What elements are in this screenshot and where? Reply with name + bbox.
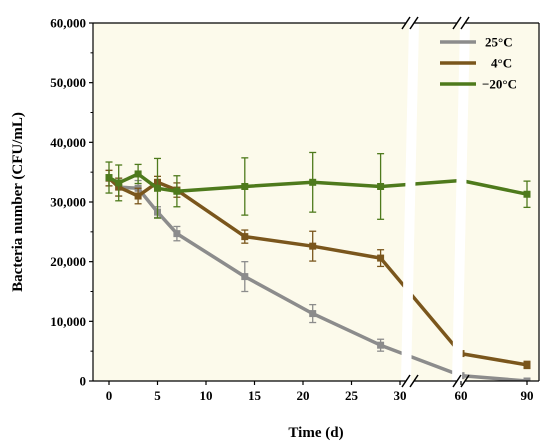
series-2-point-5 — [154, 184, 161, 192]
y-tick-label-4: 40,000 — [50, 135, 86, 150]
series-2-point-0 — [105, 174, 113, 182]
series-1-point-28 — [377, 254, 385, 262]
y-axis-title: Bacteria number (CFU/mL) — [10, 112, 26, 292]
x-tick-label-6: 30 — [394, 388, 407, 403]
series-1-point-21 — [309, 242, 317, 250]
series-1-segment-60-90 — [459, 351, 529, 367]
legend-entry-1: 4°C — [440, 56, 512, 71]
x-tick-label-8: 90 — [521, 388, 534, 403]
axis-break-mark-1-bottom — [401, 374, 419, 388]
y-tick-label-6: 60,000 — [50, 16, 86, 31]
legend-entry-0: 25°C — [440, 35, 513, 50]
axis-break-mark-1-top — [401, 16, 419, 30]
series-2-segment-28-60 — [378, 178, 463, 189]
series-0-point-28 — [377, 341, 385, 349]
axis-break-mark-2-top — [452, 16, 470, 30]
series-2-point-28 — [377, 182, 385, 190]
legend-entry-2: −20°C — [440, 77, 517, 92]
axis-break-gap-2 — [452, 23, 470, 381]
axis-break-gap-1 — [401, 23, 419, 381]
y-tick-label-3: 30,000 — [50, 195, 86, 210]
series-2-point-90 — [523, 190, 531, 198]
x-tick-label-1: 5 — [154, 388, 161, 403]
series-2-point-14 — [241, 182, 249, 190]
series-1-point-3 — [134, 192, 142, 200]
x-axis-title: Time (d) — [288, 425, 343, 441]
series-2-point-1 — [115, 179, 123, 187]
y-tick-label-2: 20,000 — [50, 254, 86, 269]
x-tick-label-7: 60 — [455, 388, 468, 403]
y-tick-label-0: 0 — [80, 374, 87, 389]
axis-break-mark-2-bottom — [452, 374, 470, 388]
series-0-point-90 — [523, 377, 531, 381]
x-tick-label-3: 15 — [248, 388, 262, 403]
x-tick-label-5: 25 — [345, 388, 359, 403]
plot-background — [93, 23, 539, 381]
legend-label-0: 25°C — [485, 35, 513, 50]
legend-label-1: 4°C — [491, 56, 512, 71]
y-tick-label-5: 50,000 — [50, 75, 86, 90]
x-tick-label-4: 20 — [297, 388, 310, 403]
series-0-segment-28-60 — [378, 343, 463, 378]
x-tick-label-2: 10 — [200, 388, 213, 403]
series-2-point-3 — [134, 170, 142, 178]
legend-label-2: −20°C — [482, 77, 517, 92]
series-1-segment-28-60 — [378, 256, 463, 356]
series-0-point-21 — [309, 310, 317, 318]
series-0-point-7 — [173, 230, 181, 238]
series-2-segment-60-90 — [459, 178, 529, 196]
series-0-segment-60-90 — [459, 373, 529, 381]
series-2-point-7 — [173, 187, 181, 195]
series-1-point-90 — [523, 361, 531, 369]
y-tick-label-1: 10,000 — [50, 314, 86, 329]
series-2-point-21 — [309, 178, 317, 186]
x-tick-label-0: 0 — [106, 388, 113, 403]
series-0-point-14 — [241, 273, 249, 281]
series-1-point-14 — [241, 233, 249, 241]
